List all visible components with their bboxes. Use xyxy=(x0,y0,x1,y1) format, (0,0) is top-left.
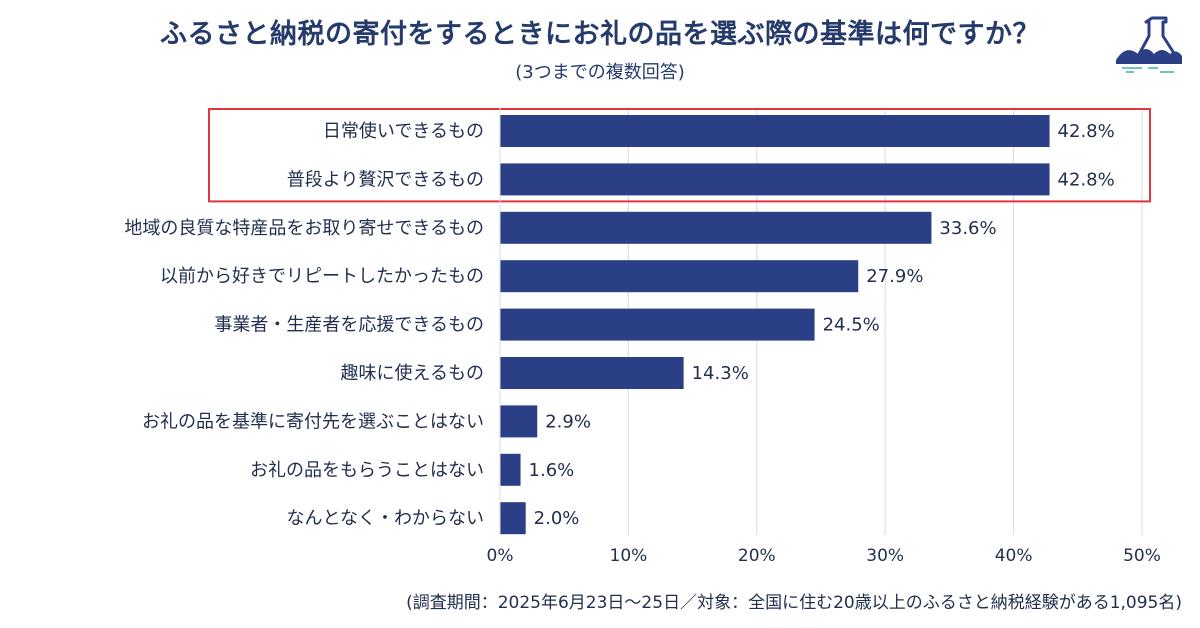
category-label: 以前から好きでリピートしたかったもの xyxy=(160,266,484,287)
x-tick-label: 0% xyxy=(487,546,514,566)
bar xyxy=(500,308,815,341)
x-tick-label: 50% xyxy=(1123,546,1161,566)
bar xyxy=(500,260,859,293)
category-label: なんとなく・わからない xyxy=(287,508,484,529)
chart-subtitle: (3つまでの複数回答) xyxy=(515,62,685,83)
value-label: 2.0% xyxy=(534,508,580,529)
value-label: 42.8% xyxy=(1058,169,1115,190)
bar xyxy=(500,453,521,486)
x-tick-label: 20% xyxy=(738,546,776,566)
x-tick-label: 40% xyxy=(995,546,1033,566)
bar xyxy=(500,115,1050,147)
value-label: 2.9% xyxy=(545,411,591,432)
category-label: お礼の品をもらうことはない xyxy=(250,460,484,481)
category-label: 地域の良質な特産品をお取り寄せできるもの xyxy=(124,218,484,239)
category-label: お礼の品を基準に寄付先を選ぶことはない xyxy=(142,411,484,432)
category-label: 普段より贅沢できるもの xyxy=(287,169,484,190)
x-tick-label: 30% xyxy=(866,546,904,566)
x-tick-label: 10% xyxy=(610,546,648,566)
highlight-box xyxy=(208,108,1151,203)
category-label: 日常使いできるもの xyxy=(323,121,484,142)
chart-title: ふるさと納税の寄付をするときにお礼の品を選ぶ際の基準は何ですか？ xyxy=(160,19,1040,50)
value-label: 1.6% xyxy=(529,460,575,481)
bar xyxy=(500,163,1050,196)
survey-footnote: (調査期間：2025年6月23日〜25日／対象：全国に住む20歳以上のふるさと納… xyxy=(406,593,1182,613)
value-label: 33.6% xyxy=(939,218,996,239)
bar xyxy=(500,405,538,438)
value-label: 14.3% xyxy=(692,363,749,384)
value-label: 24.5% xyxy=(823,315,880,336)
category-label: 趣味に使えるもの xyxy=(341,363,484,384)
bar xyxy=(500,502,526,535)
bar xyxy=(500,211,932,244)
bar xyxy=(500,357,684,389)
value-label: 42.8% xyxy=(1058,121,1115,142)
category-label: 事業者・生産者を応援できるもの xyxy=(214,315,484,336)
value-label: 27.9% xyxy=(866,266,923,287)
flask-wave-icon xyxy=(1116,16,1182,73)
